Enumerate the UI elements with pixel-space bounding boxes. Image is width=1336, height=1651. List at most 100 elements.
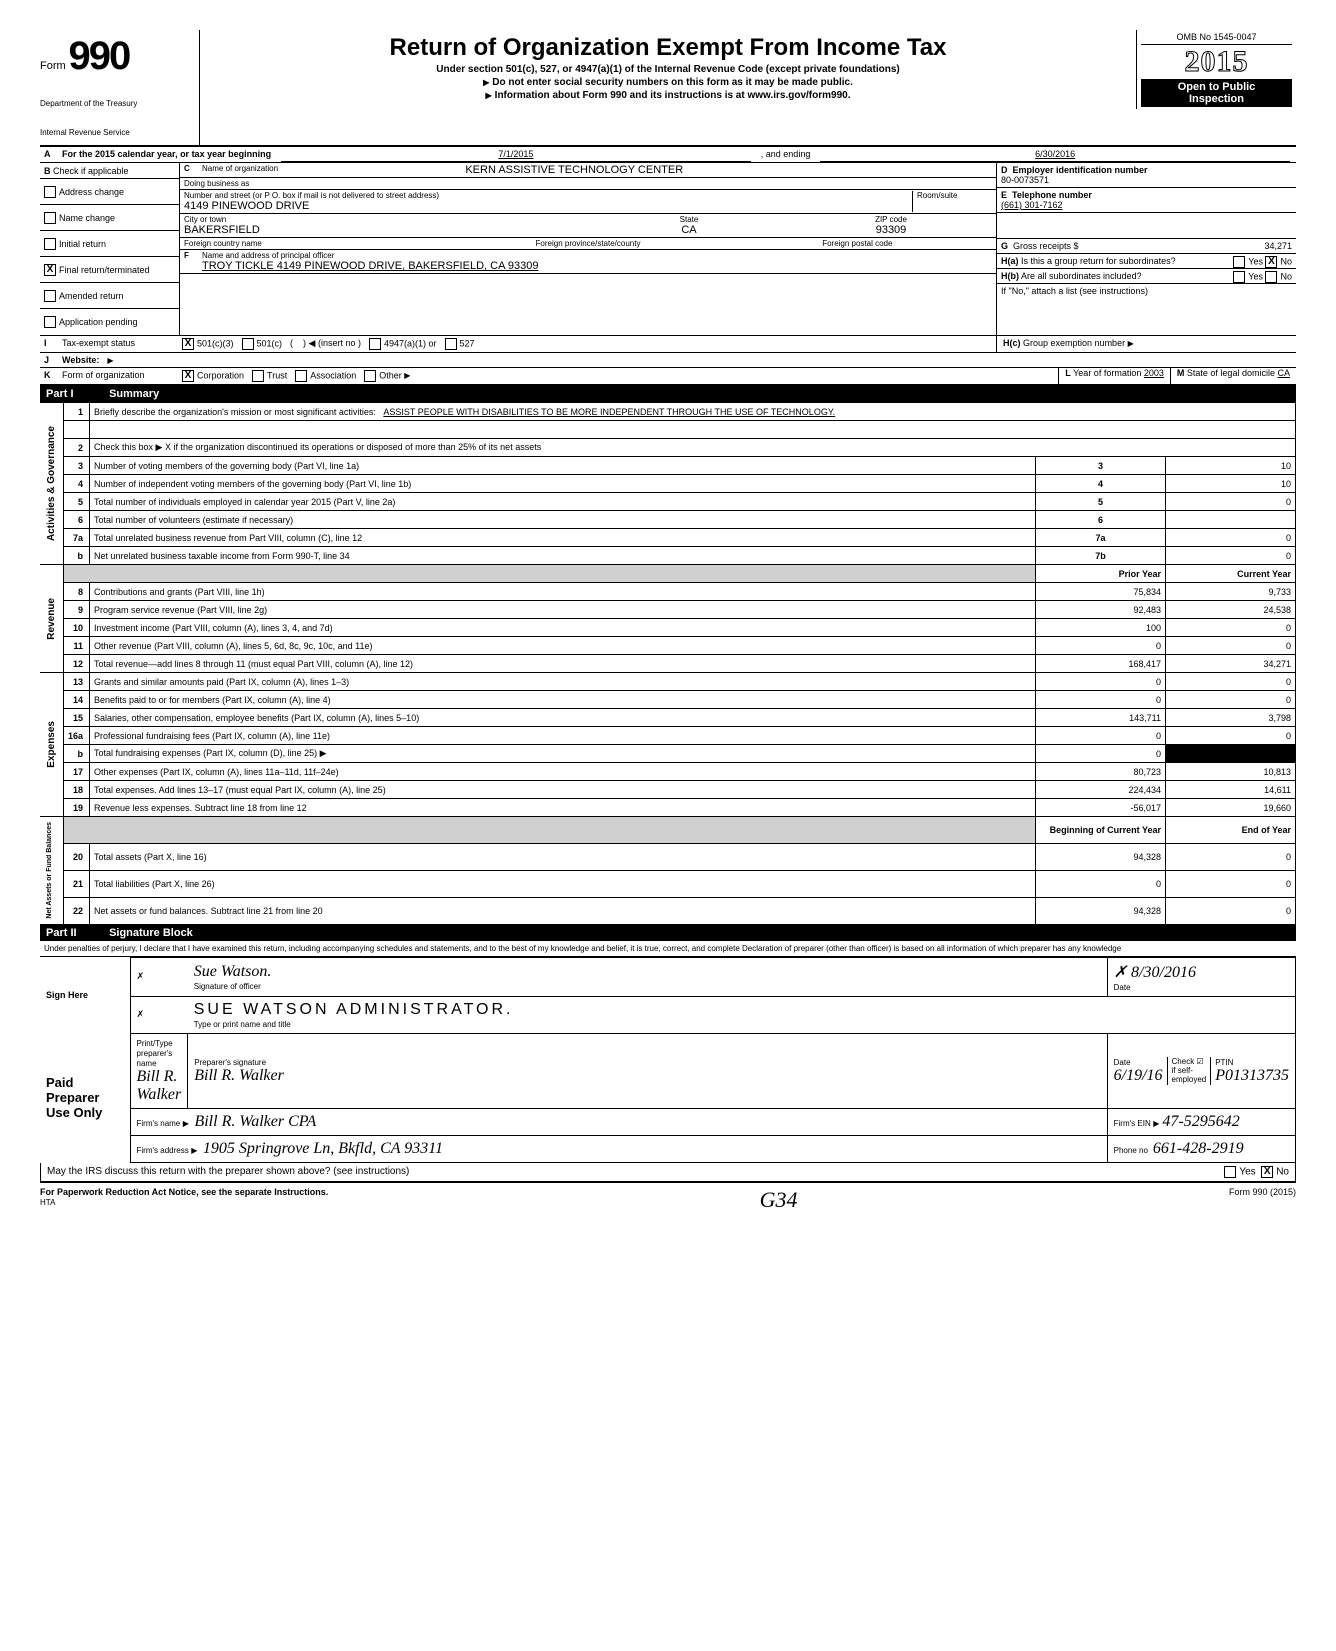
sig-date-label: Date <box>1114 983 1131 992</box>
foreign-prov-label: Foreign province/state/county <box>453 239 722 248</box>
ptin[interactable]: P01313735 <box>1215 1067 1289 1084</box>
form-word: Form <box>40 60 66 72</box>
hb-no[interactable] <box>1265 271 1277 283</box>
sign-here-label: Sign Here <box>40 957 130 1033</box>
officer-signature[interactable]: Sue Watson. <box>194 963 272 980</box>
i-501c3[interactable] <box>182 338 194 350</box>
ha-label: Is this a group return for subordinates? <box>1021 256 1176 266</box>
dept-treasury: Department of the Treasury <box>40 99 193 108</box>
line-i: I Tax-exempt status 501(c)(3) 501(c) ( )… <box>40 336 1296 353</box>
firm-ein[interactable]: 47-5295642 <box>1162 1113 1239 1130</box>
rev-row: 8Contributions and grants (Part VIII, li… <box>40 583 1296 601</box>
i-527[interactable] <box>445 338 457 350</box>
form-number: 990 <box>68 34 129 78</box>
check-amended[interactable]: Amended return <box>40 283 179 309</box>
j-label: Website: <box>58 353 103 367</box>
ha-no[interactable] <box>1265 256 1277 268</box>
h-note: If "No," attach a list (see instructions… <box>997 284 1296 298</box>
col-current: Current Year <box>1166 565 1296 583</box>
gross-receipts[interactable]: 34,271 <box>1264 241 1292 251</box>
gov-row: 6Total number of volunteers (estimate if… <box>40 511 1296 529</box>
city[interactable]: BAKERSFIELD <box>184 224 588 236</box>
signature-table: Sign Here ✗ Sue Watson. Signature of off… <box>40 957 1296 1163</box>
sig-officer-label: Signature of officer <box>194 982 261 991</box>
line-a-mid: , and ending <box>757 147 815 162</box>
open-public: Open to Public Inspection <box>1141 79 1292 107</box>
side-netassets: Net Assets or Fund Balances <box>44 818 55 923</box>
line-a-label: For the 2015 calendar year, or tax year … <box>58 147 275 162</box>
paperwork-notice: For Paperwork Reduction Act Notice, see … <box>40 1187 328 1197</box>
principal-officer[interactable]: TROY TICKLE 4149 PINEWOOD DRIVE, BAKERSF… <box>202 260 992 272</box>
part1-bar: Part I Summary <box>40 386 1296 402</box>
may-irs-no[interactable] <box>1261 1166 1273 1178</box>
tax-year: 2015 <box>1141 45 1292 79</box>
self-employed-check[interactable]: Check ☑ if self-employed <box>1168 1057 1212 1085</box>
net-row: 20Total assets (Part X, line 16)94,3280 <box>40 843 1296 870</box>
col-begin: Beginning of Current Year <box>1036 817 1166 844</box>
check-initial-return[interactable]: Initial return <box>40 231 179 257</box>
exp-row: 15Salaries, other compensation, employee… <box>40 709 1296 727</box>
form-id-footer: Form 990 (2015) <box>1229 1187 1296 1213</box>
firm-address[interactable]: 1905 Springrove Ln, Bkfld, CA 93311 <box>203 1140 443 1157</box>
state-domicile[interactable]: CA <box>1277 368 1290 378</box>
hb-yes[interactable] <box>1233 271 1245 283</box>
ein[interactable]: 80-0073571 <box>1001 175 1049 185</box>
c-name-label: Name of organization <box>202 164 465 173</box>
k-trust[interactable] <box>252 370 264 382</box>
street-address[interactable]: 4149 PINEWOOD DRIVE <box>184 200 912 212</box>
l1-label: Briefly describe the organization's miss… <box>94 407 376 417</box>
hc-label: Group exemption number <box>1023 338 1125 348</box>
note-ssn: Do not enter social security numbers on … <box>492 77 853 88</box>
foreign-postal-label: Foreign postal code <box>723 239 992 248</box>
check-final-return[interactable]: Final return/terminated <box>40 257 179 283</box>
firm-phone[interactable]: 661-428-2919 <box>1153 1140 1244 1157</box>
k-other[interactable] <box>364 370 376 382</box>
year-end[interactable]: 6/30/2016 <box>820 147 1290 162</box>
section-c: C Name of organization KERN ASSISTIVE TE… <box>180 163 996 335</box>
typed-name[interactable]: SUE WATSON ADMINISTRATOR. <box>194 1001 514 1018</box>
note-info: Information about Form 990 and its instr… <box>495 90 851 101</box>
i-4947[interactable] <box>369 338 381 350</box>
mission-text[interactable]: ASSIST PEOPLE WITH DISABILITIES TO BE MO… <box>383 407 835 417</box>
website-field[interactable] <box>121 353 1297 367</box>
check-name-change[interactable]: Name change <box>40 205 179 231</box>
rev-row: 10Investment income (Part VIII, column (… <box>40 619 1296 637</box>
form-header: Form 990 Department of the Treasury Inte… <box>40 30 1296 147</box>
line-k: K Form of organization Corporation Trust… <box>40 368 1296 386</box>
prep-date[interactable]: 6/19/16 <box>1114 1067 1163 1084</box>
line-j: J Website: <box>40 353 1296 368</box>
may-irs-label: May the IRS discuss this return with the… <box>47 1166 1224 1178</box>
preparer-name[interactable]: Bill R. Walker <box>137 1068 182 1103</box>
sig-date[interactable]: 8/30/2016 <box>1131 964 1196 981</box>
i-501c[interactable] <box>242 338 254 350</box>
exp-row: 14Benefits paid to or for members (Part … <box>40 691 1296 709</box>
firm-name[interactable]: Bill R. Walker CPA <box>194 1113 316 1130</box>
year-begin[interactable]: 7/1/2015 <box>281 147 751 162</box>
telephone[interactable]: (661) 301-7162 <box>1001 200 1063 210</box>
check-address-change[interactable]: Address change <box>40 179 179 205</box>
may-irs-yes[interactable] <box>1224 1166 1236 1178</box>
side-governance: Activities & Governance <box>44 422 59 545</box>
net-row: 21Total liabilities (Part X, line 26)00 <box>40 870 1296 897</box>
room-label: Room/suite <box>917 191 992 200</box>
part2-bar: Part II Signature Block <box>40 925 1296 941</box>
side-expenses: Expenses <box>44 717 59 772</box>
year-formation[interactable]: 2003 <box>1144 368 1164 378</box>
k-corp[interactable] <box>182 370 194 382</box>
prep-sig-label: Preparer's signature <box>194 1058 266 1067</box>
zip[interactable]: 93309 <box>790 224 992 236</box>
entity-block: B Check if applicable Address change Nam… <box>40 163 1296 336</box>
k-assoc[interactable] <box>295 370 307 382</box>
ha-yes[interactable] <box>1233 256 1245 268</box>
preparer-signature[interactable]: Bill R. Walker <box>194 1067 284 1084</box>
check-application-pending[interactable]: Application pending <box>40 309 179 335</box>
org-name[interactable]: KERN ASSISTIVE TECHNOLOGY CENTER <box>465 164 992 176</box>
hb-label: Are all subordinates included? <box>1021 271 1142 281</box>
rev-row: 9Program service revenue (Part VIII, lin… <box>40 601 1296 619</box>
l-label: Year of formation <box>1073 368 1141 378</box>
omb-number: OMB No 1545-0047 <box>1141 32 1292 45</box>
exp-row: 18Total expenses. Add lines 13–17 (must … <box>40 781 1296 799</box>
hand-scribble: G34 <box>760 1187 798 1213</box>
state[interactable]: CA <box>588 224 790 236</box>
exp-row: 19Revenue less expenses. Subtract line 1… <box>40 799 1296 817</box>
